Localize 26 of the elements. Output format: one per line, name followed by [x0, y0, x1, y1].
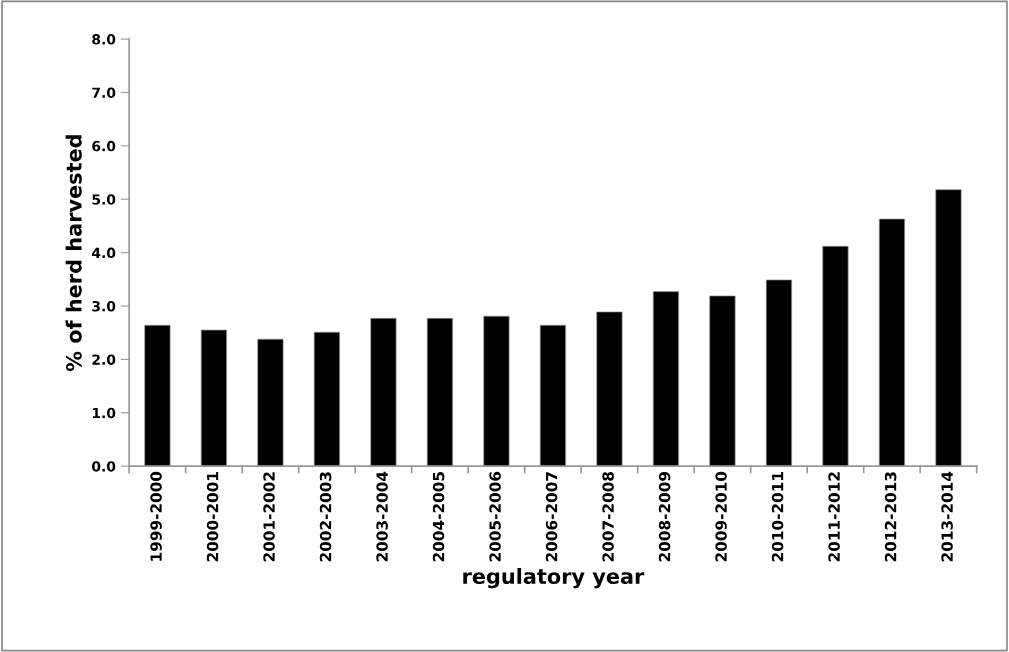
y-tick-label: 3.0 — [92, 301, 116, 312]
x-tick-label: 2013-2014 — [941, 471, 953, 562]
x-tick-label: 2007-2008 — [602, 471, 614, 562]
x-tick-label: 2010-2011 — [771, 472, 784, 562]
y-tick-label: 2.0 — [92, 354, 116, 365]
x-tick-label: 2004-2005 — [432, 472, 445, 562]
y-tick-label: 7.0 — [92, 87, 116, 98]
y-tick-label: 4.0 — [91, 247, 116, 259]
y-tick-label: 5.0 — [92, 194, 116, 205]
x-tick-label: 2001-2002 — [263, 472, 275, 562]
y-axis-title: % of herd harvested — [65, 135, 82, 372]
x-tick-label: 2012-2013 — [884, 472, 897, 562]
y-tick-label: 8.0 — [92, 34, 116, 45]
x-tick-label: 2011-2012 — [828, 472, 840, 562]
x-tick-label: 2003-2004 — [376, 471, 388, 562]
x-tick-label: 2009-2010 — [715, 471, 727, 562]
x-tick-label: 2000-2001 — [206, 472, 219, 562]
x-tick-label: 2002-2003 — [319, 472, 332, 562]
x-tick-label: 2005-2006 — [489, 471, 501, 562]
x-tick-label: 2008-2009 — [658, 472, 671, 562]
y-tick-label: 0.0 — [92, 461, 116, 472]
x-tick-label: 1999-2000 — [150, 471, 162, 561]
x-tick-label: 2006-2007 — [545, 472, 558, 562]
y-tick-label: 6.0 — [92, 140, 116, 152]
x-axis-title: regulatory year — [463, 567, 645, 589]
y-tick-label: 1.0 — [92, 407, 116, 419]
